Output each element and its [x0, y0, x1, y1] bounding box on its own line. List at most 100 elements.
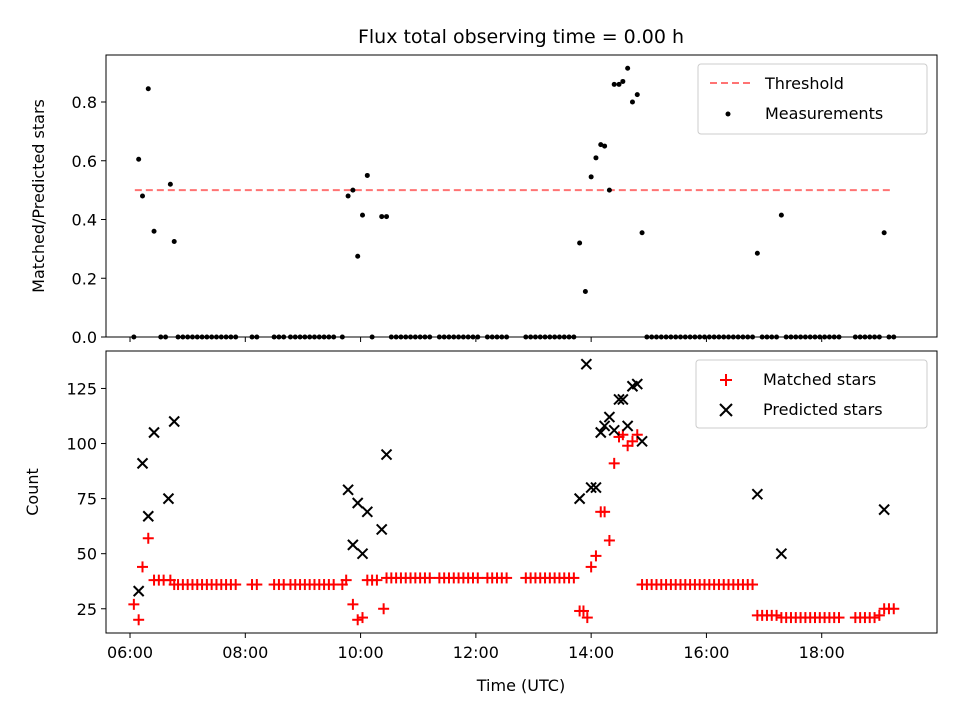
top-panel: 0.00.20.40.60.8 Matched/Predicted stars … [29, 54, 938, 347]
matched-stars-point [424, 572, 436, 584]
chart-title: Flux total observing time = 0.00 h [358, 26, 684, 48]
bottom-y-axis-label: Count [23, 468, 42, 516]
bottom-x-ticks: 06:00 08:00 10:00 12:00 14:00 16:00 18:00 [107, 633, 845, 662]
measurement-point [881, 230, 887, 236]
legend-measurements-swatch [725, 111, 731, 117]
legend-matched-label: Matched stars [763, 370, 876, 389]
measurement-point [355, 253, 361, 259]
matched-stars-point [599, 506, 611, 518]
matched-stars-point [631, 429, 643, 441]
measurement-point [151, 228, 157, 234]
matched-stars-point [352, 614, 364, 626]
x-tick-label: 18:00 [799, 643, 845, 662]
measurement-point [620, 78, 626, 84]
predicted-stars-point [775, 547, 788, 560]
top-y-axis-label: Matched/Predicted stars [29, 99, 48, 293]
top-legend-box [697, 63, 928, 135]
predicted-stars-point [351, 497, 364, 509]
bottom-plot-area [128, 358, 900, 626]
matched-stars-point [888, 603, 900, 615]
y-tick-label: 0.6 [72, 152, 97, 171]
measurement-point [593, 155, 599, 161]
matched-stars-point [142, 532, 154, 544]
matched-stars-point [472, 572, 484, 584]
measurement-point [345, 193, 351, 199]
top-axes-frame [105, 54, 938, 338]
matched-stars-point [747, 579, 759, 591]
matched-stars-point [230, 579, 242, 591]
top-x-ticks [129, 337, 823, 342]
measurement-point [754, 250, 760, 256]
bottom-axes-frame [105, 350, 938, 634]
bottom-legend-box [695, 359, 928, 429]
x-tick-label: 06:00 [107, 643, 153, 662]
matched-stars-point [501, 572, 513, 584]
y-tick-label: 100 [66, 435, 97, 454]
matched-stars-point [590, 550, 602, 562]
predicted-stars-point [590, 481, 602, 494]
predicted-stars-point [621, 420, 634, 432]
measurement-point [379, 214, 385, 220]
measurement-point [364, 172, 370, 178]
x-axis-label: Time (UTC) [476, 676, 565, 695]
measurement-point [167, 181, 173, 187]
predicted-stars-point [148, 426, 160, 439]
x-tick-label: 10:00 [338, 643, 384, 662]
matched-stars-point [371, 574, 383, 586]
predicted-stars-point [380, 448, 393, 461]
predicted-stars-point [608, 424, 620, 437]
y-tick-label: 0.0 [72, 328, 97, 347]
predicted-stars-point [168, 415, 180, 428]
measurement-point [778, 212, 784, 218]
matched-stars-point [357, 612, 369, 624]
measurement-point [634, 92, 640, 98]
measurement-point [384, 214, 390, 220]
x-tick-label: 12:00 [453, 643, 499, 662]
x-tick-label: 14:00 [568, 643, 614, 662]
matched-stars-point [626, 435, 638, 447]
measurement-point [577, 240, 583, 246]
measurement-point [616, 81, 622, 87]
matched-stars-point [577, 605, 589, 617]
measurement-point [136, 156, 142, 162]
legend-predicted-label: Predicted stars [763, 400, 883, 419]
predicted-stars-point [376, 523, 388, 536]
bottom-panel: 06:00 08:00 10:00 12:00 14:00 16:00 18:00 25 50… [23, 350, 938, 695]
measurement-point [588, 174, 594, 180]
measurement-point [625, 65, 631, 71]
matched-stars-point [251, 579, 263, 591]
predicted-stars-point [636, 435, 648, 448]
y-tick-label: 75 [77, 490, 97, 509]
matched-stars-point [128, 598, 140, 610]
matched-stars-point [568, 572, 580, 584]
matched-stars-point [585, 561, 597, 573]
predicted-stars-point [361, 506, 374, 518]
predicted-stars-point [617, 393, 629, 406]
predicted-stars-point [603, 411, 616, 423]
y-tick-label: 0.8 [72, 93, 97, 112]
predicted-stars-point [162, 492, 175, 505]
top-y-ticks: 0.0 0.2 0.4 0.6 0.8 [72, 93, 106, 347]
bottom-y-ticks: 25 50 75 100 125 [66, 379, 106, 619]
y-tick-label: 50 [77, 545, 97, 564]
top-legend: Threshold Measurements [697, 63, 928, 135]
matched-stars-point [133, 614, 145, 626]
matched-stars-point [340, 574, 352, 586]
legend-measurements-label: Measurements [765, 104, 883, 123]
measurement-point [598, 142, 604, 148]
predicted-stars-point [342, 484, 354, 496]
matched-stars-point [603, 534, 615, 546]
predicted-stars-point [136, 457, 149, 470]
predicted-stars-point [356, 547, 369, 560]
measurement-point [145, 86, 151, 92]
matched-stars-point [873, 609, 885, 621]
measurement-point [582, 288, 588, 294]
matched-stars-point [771, 609, 783, 621]
y-tick-label: 25 [77, 600, 97, 619]
measurement-point [350, 187, 356, 193]
measurement-point [606, 187, 612, 193]
measurement-point [602, 143, 608, 149]
x-tick-label: 16:00 [683, 643, 729, 662]
legend-predicted-swatch [719, 403, 733, 417]
